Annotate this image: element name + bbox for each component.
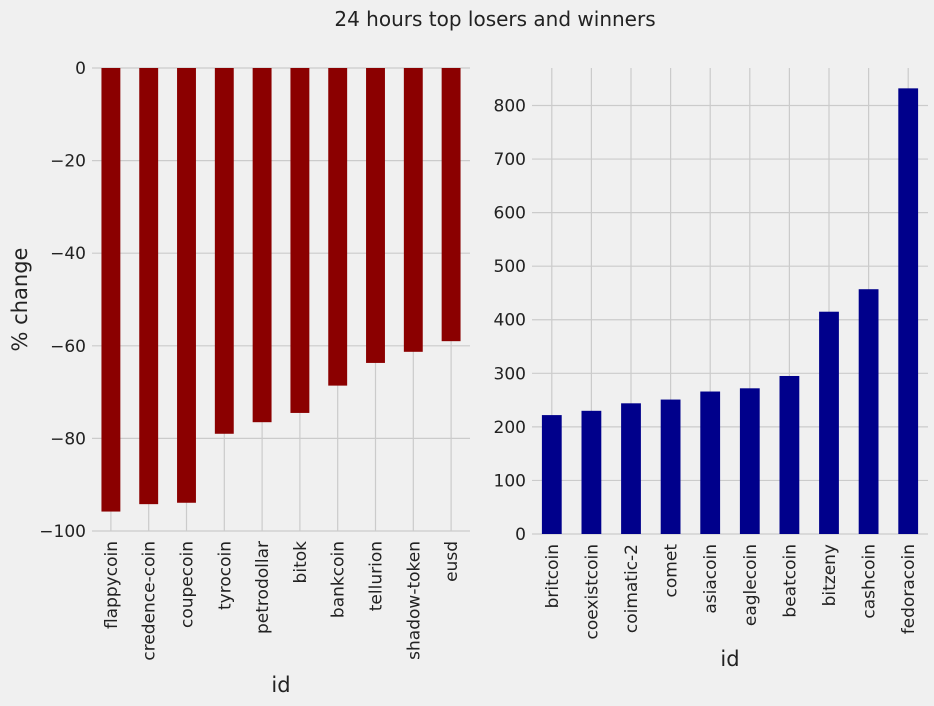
winners-ytick-label: 400 xyxy=(494,311,526,331)
losers-xaxis-label: id xyxy=(271,673,290,697)
winners-chart: 0 100 200 300 400 500 600 700 800 britcoin coexist… xyxy=(494,68,928,671)
winners-xtick-label: eaglecoin xyxy=(741,544,761,626)
losers-ytick-label: −100 xyxy=(39,522,86,542)
losers-xtick-label: credence-coin xyxy=(140,541,160,661)
losers-xtick-label: flappycoin xyxy=(102,541,122,629)
losers-xtick-label: tellurion xyxy=(367,541,387,611)
winners-xtick-label: fedoracoin xyxy=(899,544,919,634)
winners-bar-britcoin xyxy=(541,415,562,534)
winners-bar-coimatic-2 xyxy=(621,403,641,534)
losers-bar-coupecoin xyxy=(177,68,196,503)
winners-xtick-label: coimatic-2 xyxy=(622,544,642,633)
winners-bar-comet xyxy=(660,399,681,534)
winners-ytick-label: 700 xyxy=(494,150,526,170)
figure-title: 24 hours top losers and winners xyxy=(334,7,655,31)
losers-bar-tyrocoin xyxy=(214,68,234,434)
winners-bar-cashcoin xyxy=(858,289,879,534)
losers-xtick-label: shadow-token xyxy=(404,541,424,660)
losers-bar-eusd xyxy=(441,68,461,342)
losers-bar-bitok xyxy=(290,68,310,413)
winners-ytick-label: 800 xyxy=(494,96,526,116)
winners-bar-eaglecoin xyxy=(739,388,760,534)
winners-ytick-label: 100 xyxy=(494,471,526,491)
winners-xtick-label: beatcoin xyxy=(780,544,800,618)
losers-bar-flappycoin xyxy=(101,68,121,512)
winners-ytick-label: 500 xyxy=(494,257,526,277)
winners-bar-coexistcoin xyxy=(581,410,602,534)
winners-xtick-label: comet xyxy=(662,544,682,598)
winners-xtick-label: coexistcoin xyxy=(582,544,602,639)
winners-xtick-label: asiacoin xyxy=(701,544,721,614)
winners-bar-fedoracoin xyxy=(898,88,919,535)
losers-ytick-label: −80 xyxy=(50,429,86,449)
losers-xtick-label: bitok xyxy=(291,541,311,584)
losers-ytick-label: 0 xyxy=(75,59,86,79)
losers-chart: 0 −20 −40 −60 −80 −100 flappycoin credence-coin… xyxy=(8,59,470,697)
winners-xtick-label: bitzeny xyxy=(820,544,840,606)
winners-bar-bitzeny xyxy=(819,311,839,534)
winners-ytick-label: 300 xyxy=(494,364,526,384)
losers-bar-petrodollar xyxy=(252,68,272,423)
losers-bar-bankcoin xyxy=(328,68,348,386)
losers-bar-shadow-token xyxy=(403,68,423,352)
losers-bar-credence-coin xyxy=(139,68,159,505)
losers-xtick-label: bankcoin xyxy=(329,541,349,618)
losers-ytick-label: −40 xyxy=(50,244,86,264)
losers-ytick-label: −20 xyxy=(50,152,86,172)
winners-bar-asiacoin xyxy=(700,391,721,534)
losers-xtick-label: tyrocoin xyxy=(215,541,235,610)
winners-xaxis-label: id xyxy=(720,647,739,671)
losers-yaxis-label: % change xyxy=(8,248,32,352)
losers-xtick-label: petrodollar xyxy=(253,541,273,634)
winners-ytick-label: 200 xyxy=(494,418,526,438)
losers-xtick-label: eusd xyxy=(442,541,462,582)
winners-xtick-label: britcoin xyxy=(543,544,563,608)
winners-bar-beatcoin xyxy=(779,375,800,534)
losers-bar-tellurion xyxy=(366,68,385,363)
losers-xtick-label: coupecoin xyxy=(178,541,198,628)
winners-ytick-label: 600 xyxy=(494,204,526,224)
losers-ytick-label: −60 xyxy=(50,337,86,357)
winners-ytick-label: 0 xyxy=(515,525,526,545)
winners-xtick-label: cashcoin xyxy=(860,544,880,619)
